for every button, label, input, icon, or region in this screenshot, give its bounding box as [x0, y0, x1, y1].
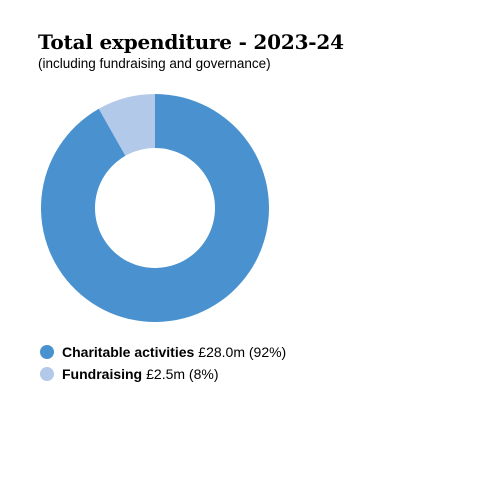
- chart-title: Total expenditure - 2023-24: [38, 30, 344, 54]
- legend-item-charitable-activities: Charitable activities £28.0m (92%): [40, 341, 286, 363]
- legend-label: Fundraising: [62, 366, 143, 382]
- donut-slice-fundraising: [98, 94, 155, 156]
- legend-label: Charitable activities: [62, 344, 195, 360]
- chart-legend: Charitable activities £28.0m (92%) Fundr…: [40, 341, 286, 385]
- donut-slice-charitable-activities: [40, 94, 269, 323]
- legend-value: £2.5m (8%): [146, 366, 219, 382]
- legend-swatch-charitable-activities: [40, 345, 54, 359]
- legend-swatch-fundraising: [40, 367, 54, 381]
- legend-value: £28.0m (92%): [198, 344, 287, 360]
- chart-subtitle: (including fundraising and governance): [38, 56, 271, 71]
- legend-item-fundraising: Fundraising £2.5m (8%): [40, 363, 286, 385]
